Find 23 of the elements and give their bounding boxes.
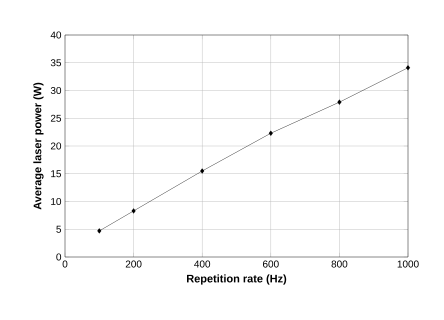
y-tick-label: 40: [50, 31, 62, 39]
x-tick-label: 200: [126, 260, 142, 268]
x-axis-title: Repetition rate (Hz): [187, 274, 286, 285]
y-tick-label: 0: [56, 253, 62, 261]
y-tick-label: 20: [50, 142, 62, 150]
point: [97, 228, 102, 234]
x-tick-label: 1000: [398, 260, 419, 268]
point: [268, 130, 273, 136]
point: [200, 168, 204, 174]
x-tick-label: 400: [194, 260, 210, 268]
x-tick-label: 0: [62, 260, 68, 268]
y-tick-label: 25: [50, 114, 62, 122]
y-tick-label: 30: [50, 86, 62, 94]
point: [406, 65, 410, 70]
x-tick-label: 600: [262, 260, 279, 268]
y-tick-label: 35: [50, 59, 62, 66]
y-tick-label: 5: [56, 226, 62, 233]
y-tick-label: 10: [51, 198, 62, 206]
point: [337, 99, 342, 105]
y-axis-title: Average laser power (W): [33, 82, 44, 210]
x-tick-label: 800: [332, 260, 348, 268]
point: [132, 208, 136, 214]
y-tick-label: 15: [51, 170, 62, 178]
